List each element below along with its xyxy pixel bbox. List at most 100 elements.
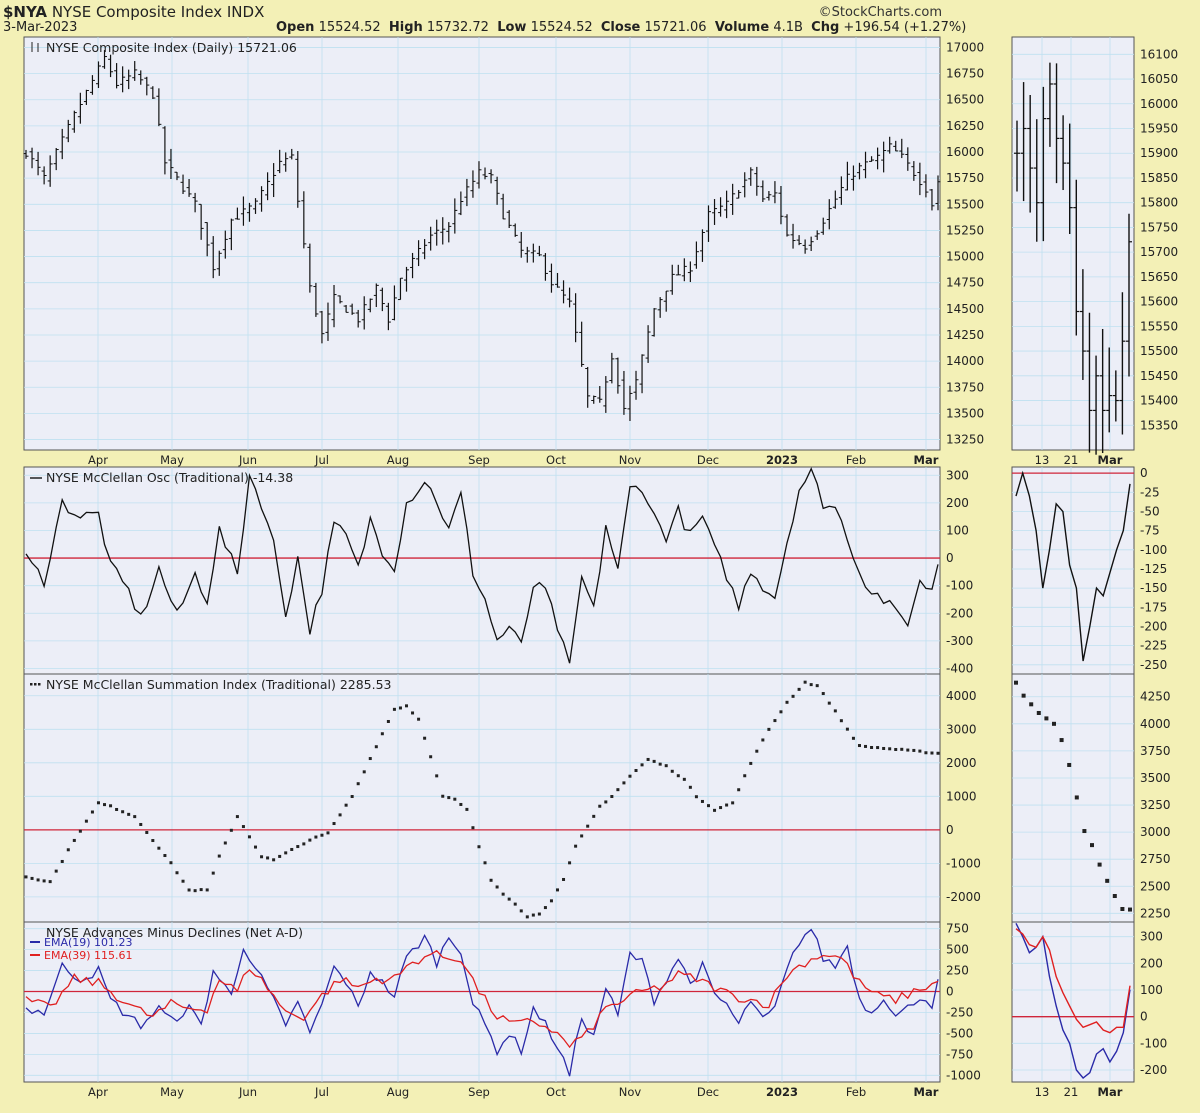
data-dot [380, 732, 384, 736]
y-tick-label: 3000 [1140, 825, 1171, 839]
data-dot [121, 810, 125, 814]
data-dot [193, 889, 197, 893]
legend-label: NYSE Composite Index (Daily) 15721.06 [46, 40, 297, 55]
ema39-label: EMA(39) 115.61 [44, 949, 133, 962]
data-dot [36, 878, 40, 882]
legend-swatch [34, 683, 37, 686]
gridlines [24, 37, 940, 450]
data-dot [308, 838, 312, 842]
data-dot [604, 800, 608, 804]
x-tick-label: Oct [546, 453, 566, 467]
y-tick-label: -250 [946, 1005, 973, 1019]
y-tick-label: 4250 [1140, 690, 1171, 704]
y-tick-label: 15000 [946, 250, 984, 264]
data-dot [930, 751, 934, 755]
data-dot [290, 847, 294, 851]
y-tick-label: -2000 [946, 890, 981, 904]
y-tick-label: 3750 [1140, 744, 1171, 758]
data-dot [235, 815, 239, 819]
y-tick-label: 15850 [1140, 171, 1178, 185]
data-dot [332, 822, 336, 826]
data-dot [278, 854, 282, 858]
x-tick-label: Sep [468, 453, 490, 467]
data-dot [247, 835, 251, 839]
data-dot [459, 802, 463, 806]
gridlines [1012, 37, 1134, 450]
y-tick-label: 0 [946, 551, 954, 565]
data-dot [1036, 710, 1041, 715]
y-tick-label: 15600 [1140, 295, 1178, 309]
data-dot [549, 899, 553, 903]
y-tick-label: 3000 [946, 722, 977, 736]
zoom-series-line [1015, 922, 1131, 1079]
data-dot [918, 749, 922, 753]
panel-1 [23, 466, 941, 675]
y-tick-label: 15250 [946, 223, 984, 237]
x-tick-label: Oct [546, 1085, 566, 1099]
data-dot [90, 810, 94, 814]
x-tick-label: 2023 [766, 1085, 798, 1099]
y-tick-label: -175 [1140, 600, 1167, 614]
data-dot [483, 861, 487, 865]
data-dot [658, 762, 662, 766]
y-tick-label: -200 [1140, 619, 1167, 633]
x-tick-label: Jun [238, 1085, 257, 1099]
data-dot [519, 909, 523, 913]
data-dot [876, 746, 880, 750]
data-dot [115, 807, 119, 811]
data-dot [223, 841, 227, 845]
data-dot [767, 727, 771, 731]
data-dot [882, 746, 886, 750]
x-tick-label: Jul [314, 453, 329, 467]
x-tick-label: Feb [846, 1085, 866, 1099]
y-tick-label: -250 [1140, 658, 1167, 672]
y-tick-label: 250 [946, 964, 969, 978]
x-tick-label: Apr [88, 1085, 108, 1099]
y-tick-label: 16500 [946, 93, 984, 107]
y-tick-label: -300 [946, 634, 973, 648]
data-dot [851, 736, 855, 740]
x-tick-label: Mar [914, 1085, 939, 1099]
data-dot [525, 915, 529, 919]
data-dot [737, 788, 741, 792]
data-dot [254, 845, 258, 849]
y-tick-label: 15500 [946, 197, 984, 211]
y-tick-label: 2000 [946, 756, 977, 770]
data-dot [260, 855, 264, 859]
data-dot [888, 747, 892, 751]
close-value: 15721.06 [644, 20, 707, 35]
data-dot [145, 830, 149, 834]
data-dot [864, 744, 868, 748]
data-dot [1120, 907, 1125, 912]
zoom-series-line [1015, 470, 1131, 662]
data-dot [272, 858, 276, 862]
y-tick-label: 15350 [1140, 418, 1178, 432]
y-tick-label: 300 [946, 468, 969, 482]
x-tick-label: Feb [846, 453, 866, 467]
data-dot [296, 845, 300, 849]
x-tick-label: Aug [387, 1085, 409, 1099]
x-tick-label: Aug [387, 453, 409, 467]
data-dot [592, 814, 596, 818]
y-tick-label: 14000 [946, 354, 984, 368]
data-dot [30, 876, 34, 880]
data-dot [755, 749, 759, 753]
data-dot [501, 892, 505, 896]
low-value: 15524.52 [530, 20, 593, 35]
data-dot [127, 812, 131, 816]
legend-swatch [30, 683, 33, 686]
x-tick-label: 13 [1035, 453, 1050, 467]
low-label: Low [497, 20, 527, 35]
data-dot [157, 846, 161, 850]
data-dot [302, 842, 306, 846]
y-tick-label: -100 [1140, 543, 1167, 557]
y-tick-label: 13500 [946, 406, 984, 420]
data-dot [338, 813, 342, 817]
chart-symbol-header: $NYA NYSE Composite Index INDX [3, 3, 264, 21]
y-tick-label: 2500 [1140, 879, 1171, 893]
data-dot [610, 795, 614, 799]
data-dot [664, 764, 668, 768]
gridlines [1012, 674, 1134, 922]
y-tick-label: 2750 [1140, 852, 1171, 866]
data-dot [634, 769, 638, 773]
